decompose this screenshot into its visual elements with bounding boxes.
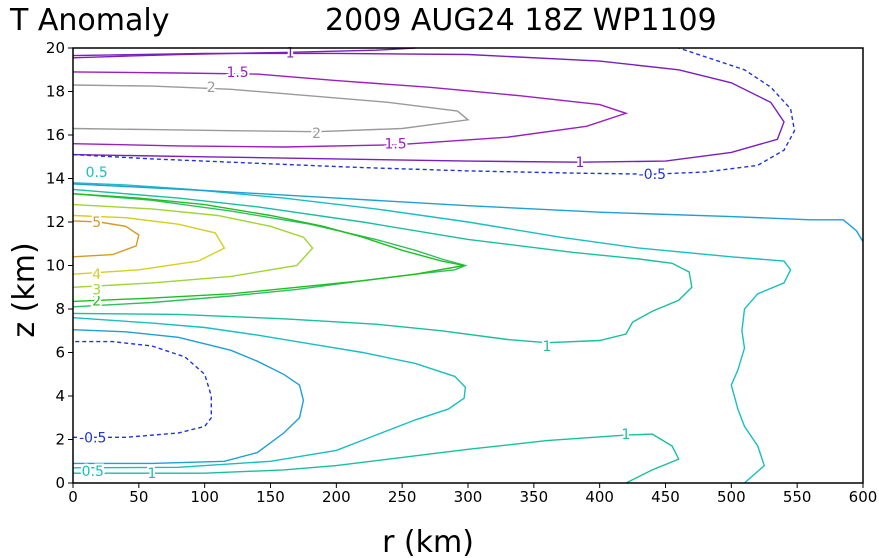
contour-line — [72, 71, 629, 148]
contour-label: 1 — [622, 427, 631, 443]
contour-label: 1.5 — [384, 137, 406, 153]
chart-title-right: 2009 AUG24 18Z WP1109 — [325, 3, 717, 38]
contour-label: 1.5 — [226, 65, 248, 81]
x-tick-label: 150 — [256, 488, 285, 506]
contour-label: 4 — [92, 267, 101, 283]
x-tick-label: 350 — [520, 488, 549, 506]
contour-line — [72, 47, 416, 59]
contour-label: 5 — [92, 215, 101, 231]
contour-line — [72, 214, 226, 275]
contour-label: -0.5 — [79, 430, 106, 446]
contour-line — [72, 47, 796, 175]
contour-line — [72, 52, 785, 163]
y-tick-label: 4 — [55, 387, 65, 405]
y-tick-label: 8 — [55, 300, 65, 318]
y-tick-label: 14 — [46, 170, 65, 188]
y-tick-label: 18 — [46, 83, 65, 101]
y-tick-label: 16 — [46, 126, 65, 144]
plot-frame — [72, 47, 864, 484]
x-axis-label: r (km) — [382, 525, 474, 558]
x-tick-label: 100 — [190, 488, 219, 506]
contour-line — [72, 193, 468, 308]
contour-label: 1 — [575, 155, 584, 171]
contour-line — [73, 340, 212, 438]
contour-label: 0.5 — [86, 165, 108, 181]
x-tick-label: 600 — [849, 488, 878, 506]
x-tick-label: 450 — [651, 488, 680, 506]
x-tick-label: 200 — [322, 488, 351, 506]
contour-line — [72, 329, 305, 465]
x-tick-label: 300 — [454, 488, 483, 506]
contour-line — [72, 203, 314, 288]
y-tick-label: 10 — [46, 257, 65, 275]
y-tick-label: 12 — [46, 213, 65, 231]
y-tick-label: 6 — [55, 344, 65, 362]
contour-label: 2 — [312, 126, 321, 142]
contour-label: 2 — [207, 80, 216, 96]
chart-title-left: T Anomaly — [9, 3, 169, 38]
contour-label: 3 — [92, 282, 101, 298]
y-axis: 0 2 4 6 8 10 12 14 16 18 20 — [46, 39, 73, 492]
contour-line — [72, 84, 470, 133]
x-tick-label: 550 — [783, 488, 812, 506]
x-tick-label: 500 — [717, 488, 746, 506]
y-tick-label: 20 — [46, 39, 65, 57]
contour-label: 2 — [92, 293, 101, 309]
y-tick-label: 0 — [55, 474, 65, 492]
y-tick-label: 2 — [55, 431, 65, 449]
x-axis: 0 50 100 150 200 250 300 350 400 450 500 550 600 — [68, 483, 877, 506]
contour-label: 1 — [148, 466, 157, 482]
contour-label: 0.5 — [82, 464, 104, 480]
contour-line — [72, 183, 864, 242]
contour-label: 1 — [543, 339, 552, 355]
contour-line — [73, 433, 680, 484]
contour-line — [72, 220, 140, 258]
contour-label: -0.5 — [639, 167, 666, 183]
y-axis-label: z (km) — [7, 242, 42, 337]
x-tick-label: 400 — [585, 488, 614, 506]
x-tick-label: 0 — [68, 488, 78, 506]
x-tick-label: 50 — [129, 488, 148, 506]
contour-line — [72, 193, 465, 303]
x-tick-label: 250 — [388, 488, 417, 506]
contour-line — [72, 182, 792, 484]
contour-line — [72, 317, 467, 469]
contour-line — [72, 188, 693, 344]
